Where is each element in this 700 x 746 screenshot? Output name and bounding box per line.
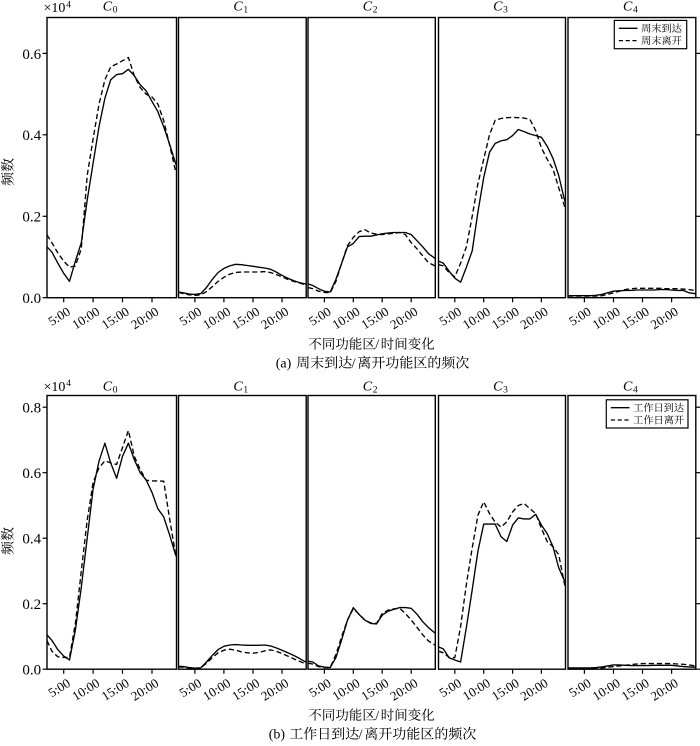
svg-text:(b): (b): [269, 728, 286, 743]
svg-text:×10: ×10: [44, 1, 66, 16]
svg-text:1: 1: [243, 385, 248, 395]
svg-text:0.6: 0.6: [22, 47, 41, 63]
svg-text:0.0: 0.0: [22, 663, 41, 679]
svg-text:C: C: [103, 379, 113, 394]
svg-text:C: C: [363, 379, 373, 394]
svg-text:4: 4: [633, 385, 638, 395]
svg-text:/: /: [375, 338, 379, 353]
svg-text:3: 3: [503, 385, 508, 395]
svg-text:0: 0: [113, 385, 118, 395]
svg-text:2: 2: [373, 6, 378, 16]
svg-text:×10: ×10: [44, 380, 66, 395]
svg-text:C: C: [493, 0, 503, 15]
svg-text:0.4: 0.4: [22, 532, 41, 548]
svg-text:0.0: 0.0: [22, 291, 41, 307]
svg-text:C: C: [363, 0, 373, 15]
svg-text:4: 4: [66, 379, 71, 389]
svg-text:4: 4: [66, 0, 71, 10]
svg-text:(a): (a): [276, 357, 292, 372]
svg-text:C: C: [103, 0, 113, 15]
svg-text:0.4: 0.4: [22, 128, 41, 144]
svg-text:2: 2: [373, 385, 378, 395]
svg-text:C: C: [493, 379, 503, 394]
svg-text:4: 4: [633, 6, 638, 16]
svg-text:0.8: 0.8: [22, 401, 41, 417]
svg-text:C: C: [623, 0, 633, 15]
svg-text:C: C: [623, 379, 633, 394]
svg-text:C: C: [233, 0, 243, 15]
svg-text:0.6: 0.6: [22, 466, 41, 482]
svg-text:/: /: [375, 709, 379, 724]
svg-text:C: C: [233, 379, 243, 394]
svg-text:/: /: [359, 728, 363, 743]
svg-text:0.2: 0.2: [22, 597, 41, 613]
svg-text:3: 3: [503, 6, 508, 16]
svg-text:1: 1: [243, 6, 248, 16]
svg-text:0.2: 0.2: [22, 210, 41, 226]
svg-text:0: 0: [113, 6, 118, 16]
svg-text:/: /: [352, 357, 356, 372]
